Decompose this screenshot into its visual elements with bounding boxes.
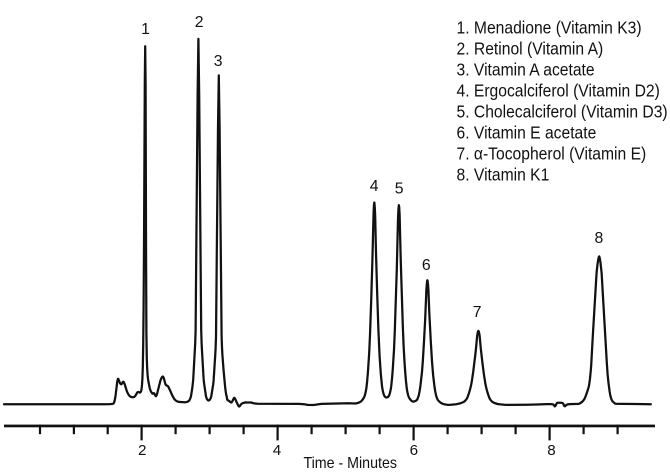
svg-text:6: 6 [410, 442, 418, 459]
svg-text:8. Vitamin K1: 8. Vitamin K1 [457, 165, 550, 185]
svg-text:7. α-Tocopherol (Vitamin E): 7. α-Tocopherol (Vitamin E) [457, 144, 647, 164]
svg-text:Time - Minutes: Time - Minutes [303, 454, 397, 472]
svg-text:4: 4 [273, 442, 281, 459]
svg-text:6: 6 [422, 257, 431, 274]
svg-text:7: 7 [473, 304, 482, 321]
svg-text:3: 3 [214, 53, 223, 70]
svg-text:2: 2 [195, 14, 204, 31]
svg-text:3. Vitamin A acetate: 3. Vitamin A acetate [457, 60, 595, 80]
svg-text:8: 8 [595, 230, 604, 247]
svg-text:1: 1 [141, 21, 150, 38]
svg-text:2. Retinol (Vitamin A): 2. Retinol (Vitamin A) [457, 39, 604, 59]
svg-text:2: 2 [138, 442, 146, 459]
svg-text:8: 8 [547, 442, 555, 459]
svg-text:4: 4 [370, 178, 379, 195]
svg-text:4. Ergocalciferol (Vitamin D2): 4. Ergocalciferol (Vitamin D2) [457, 81, 660, 101]
svg-text:5: 5 [395, 181, 404, 198]
svg-text:6. Vitamin E acetate: 6. Vitamin E acetate [457, 123, 597, 143]
svg-text:5. Cholecalciferol (Vitamin D3: 5. Cholecalciferol (Vitamin D3) [457, 102, 668, 122]
svg-text:1. Menadione (Vitamin K3): 1. Menadione (Vitamin K3) [457, 18, 642, 38]
